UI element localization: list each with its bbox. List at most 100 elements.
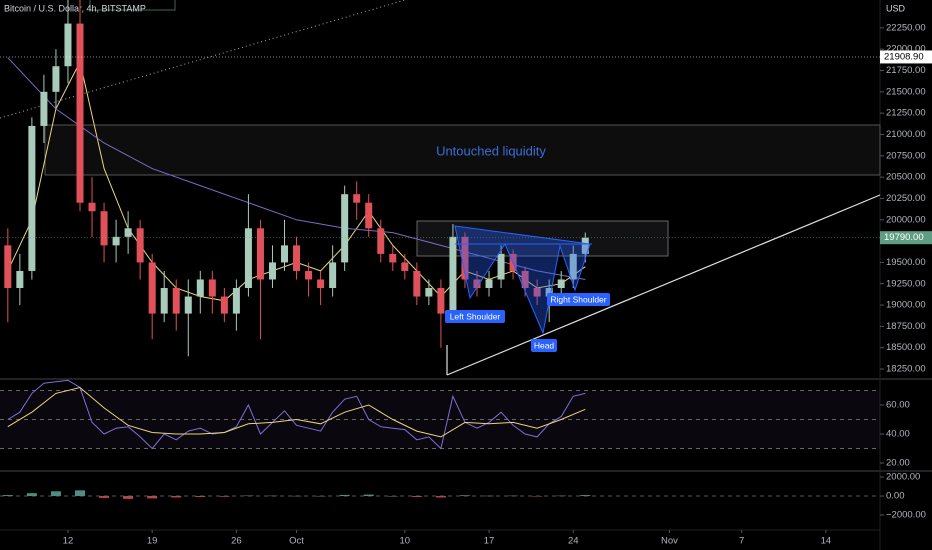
x-tick-label: 24 (568, 536, 579, 547)
candle-body (437, 288, 445, 314)
axis-unit: USD (886, 3, 906, 13)
histogram-bar (75, 490, 85, 497)
candle-body (160, 288, 168, 314)
x-tick-label: 14 (821, 536, 832, 547)
candle-body (473, 279, 481, 289)
candle-body (329, 262, 337, 289)
y-tick-label: 60.00 (886, 399, 910, 410)
candle-body (557, 279, 565, 289)
candle-body (461, 236, 469, 280)
price-tag (880, 231, 932, 245)
moving-average (7, 57, 586, 280)
histogram-bar (484, 495, 495, 497)
y-tick-label: 18750.00 (886, 321, 926, 332)
x-tick-label: Nov (661, 536, 678, 547)
candle-body (256, 228, 264, 280)
candle-body (305, 270, 313, 280)
candle-body (365, 202, 373, 229)
y-tick-label: 19500.00 (886, 257, 926, 268)
annotation: Right Shoulder (550, 294, 606, 304)
candle-body (76, 23, 84, 203)
histogram-bar (315, 495, 326, 497)
histogram-bar (171, 496, 182, 498)
y-tick-label: 20000.00 (886, 214, 926, 225)
candle-body (64, 23, 72, 67)
candle-body (425, 288, 433, 297)
candle-body (4, 245, 12, 289)
candle-body (172, 288, 180, 314)
indicator-line (7, 379, 586, 450)
candle-body (196, 279, 204, 297)
histogram-bar (267, 495, 278, 497)
candle-body (485, 279, 493, 289)
histogram-bar (508, 495, 519, 497)
support-trendline (446, 194, 881, 376)
histogram-bar (387, 496, 398, 497)
histogram-bar (580, 495, 591, 497)
histogram-bar (195, 496, 206, 497)
histogram-bar (2, 495, 13, 497)
y-tick-label: 2000.00 (886, 472, 920, 483)
candle-body (268, 262, 276, 280)
candle-body (28, 125, 36, 271)
annotation: Left Shoulder (450, 311, 501, 321)
candle-body (148, 262, 156, 314)
y-tick-label: 18500.00 (886, 342, 926, 353)
histogram-bar (147, 496, 158, 499)
histogram-bar (243, 495, 254, 497)
candle-body (208, 279, 216, 297)
candle-body (521, 270, 529, 289)
histogram-bar (363, 494, 374, 497)
histogram-bar (291, 495, 302, 497)
candle-body (184, 296, 192, 314)
candle-body (413, 270, 421, 297)
annotation: Untouched liquidity (436, 143, 546, 158)
x-tick-label: 17 (484, 536, 495, 547)
histogram-bar (532, 496, 543, 497)
histogram-bar (99, 496, 110, 498)
y-tick-label: −2000.00 (886, 510, 926, 521)
candle-body (401, 262, 409, 271)
histogram-bar (219, 496, 230, 497)
candle-body (232, 288, 240, 314)
annotation-badge (445, 310, 505, 323)
drawing-box (89, 0, 176, 11)
candle-body (545, 288, 553, 297)
price-tag (880, 50, 932, 64)
candle-body (281, 245, 289, 263)
y-tick-label: 20.00 (886, 458, 910, 469)
y-tick-label: 20750.00 (886, 150, 926, 161)
y-tick-label: 21750.00 (886, 65, 926, 76)
y-tick-label: 21000.00 (886, 129, 926, 140)
x-tick-label: 7 (739, 536, 744, 547)
x-tick-label: 26 (231, 536, 242, 547)
y-tick-label: 40.00 (886, 429, 910, 440)
candle-body (569, 253, 577, 280)
candle-body (377, 228, 385, 254)
y-tick-label: 0.00 (886, 491, 905, 502)
candle-body (100, 211, 108, 246)
candle-body (497, 253, 505, 280)
candle-body (124, 228, 132, 237)
annotation-badge (531, 339, 557, 352)
histogram-bar (339, 494, 350, 497)
candle-body (136, 228, 144, 263)
candle-body (389, 253, 397, 263)
histogram-bar (50, 491, 61, 497)
price-tag-label: 19790.00 (884, 232, 924, 243)
histogram-bar (435, 496, 446, 498)
price-tag-label: 21908.90 (884, 51, 924, 62)
candle-body (533, 288, 541, 297)
candle-body (293, 245, 301, 271)
candle-body (16, 270, 24, 289)
candle-body (341, 194, 349, 263)
y-tick-label: 20500.00 (886, 172, 926, 183)
candle-body (52, 66, 60, 92)
annotation: Head (534, 340, 555, 350)
y-tick-label: 22000.00 (886, 44, 926, 55)
candle-body (220, 296, 228, 314)
candle-body (112, 236, 120, 246)
x-tick-label: Oct (289, 536, 304, 547)
y-tick-label: 21500.00 (886, 86, 926, 97)
